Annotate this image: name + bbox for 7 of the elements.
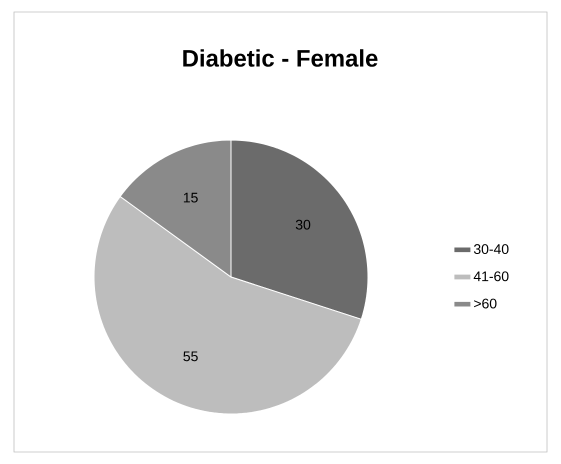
data-label: 30 xyxy=(296,220,310,230)
chart-title: Diabetic - Female xyxy=(183,49,378,67)
legend-label: >60 xyxy=(474,298,497,308)
legend-label: 30-40 xyxy=(474,244,509,254)
legend-label: 41-60 xyxy=(474,271,509,282)
data-label: 15 xyxy=(184,192,198,203)
data-label: 55 xyxy=(183,351,198,362)
